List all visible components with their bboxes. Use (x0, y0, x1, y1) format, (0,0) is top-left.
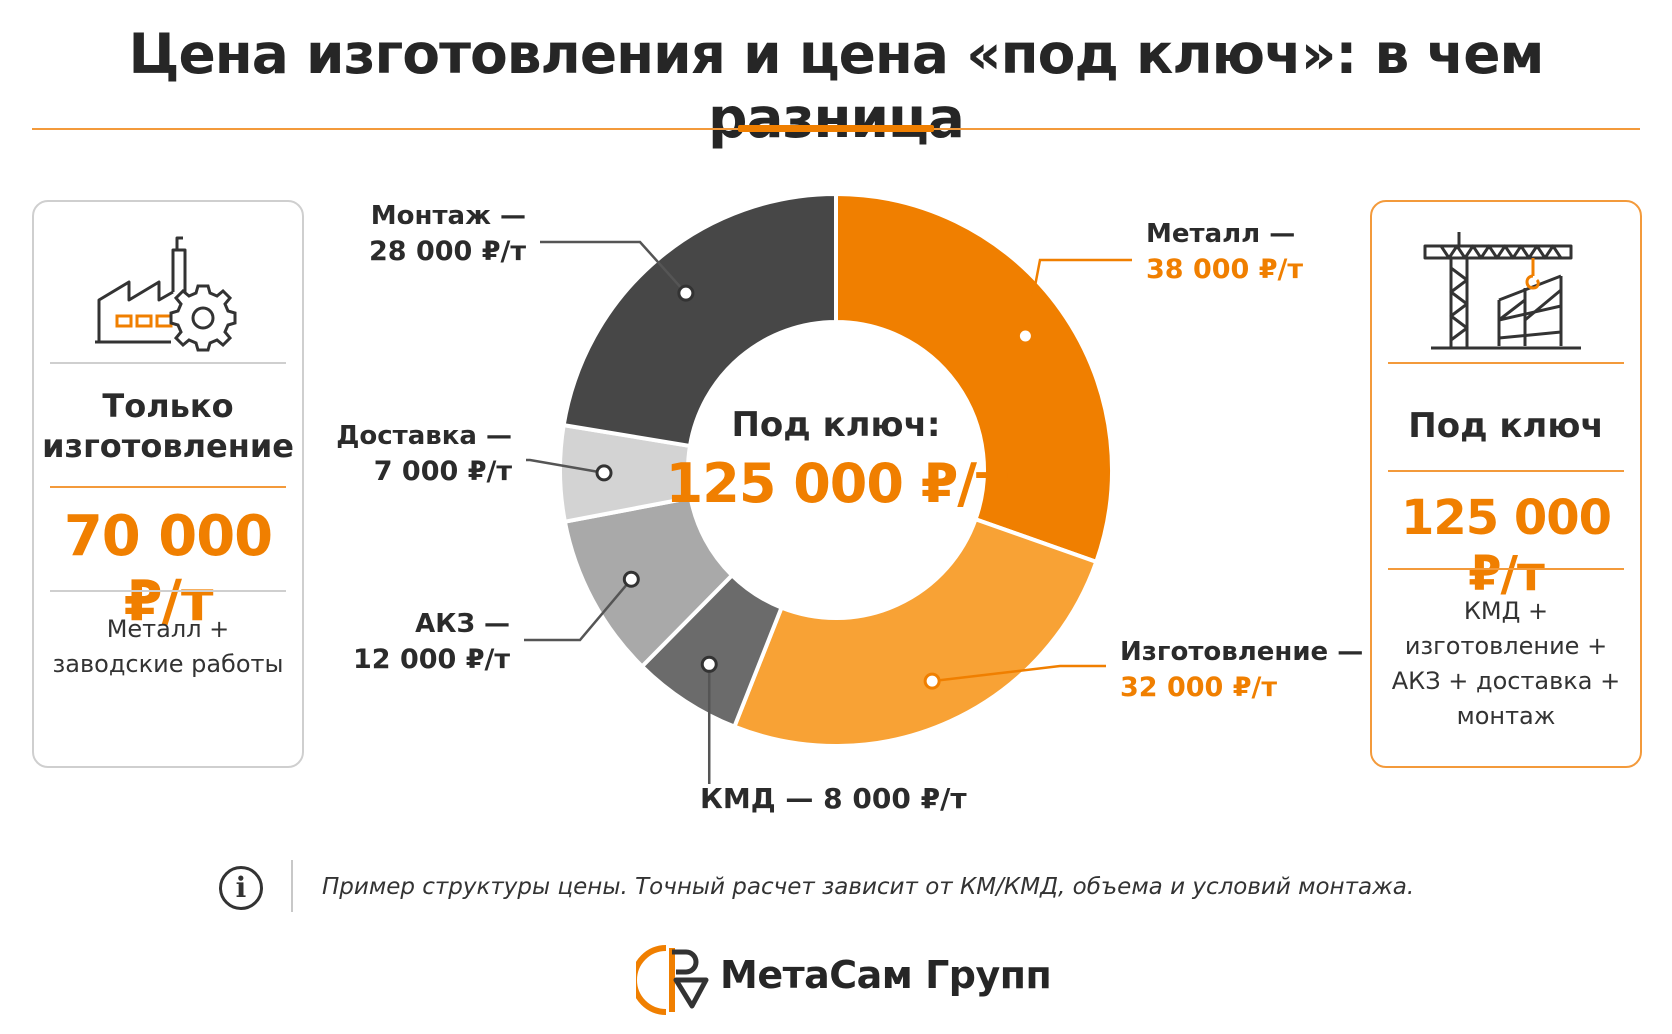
slice-value-label: 32 000 ₽/т (1120, 672, 1277, 703)
card-heading: Под ключ (1408, 406, 1604, 446)
footnote: Пример структуры цены. Точный расчет зав… (322, 874, 1415, 900)
card-note-line: изготовление + (1404, 632, 1608, 660)
card-divider (50, 590, 286, 592)
card-price: 70 000 ₽/т (63, 504, 273, 634)
leader-line (931, 664, 1106, 683)
slice-value-label: 28 000 ₽/т (369, 236, 526, 267)
leader-dot (622, 570, 640, 588)
footnote-separator (291, 860, 293, 912)
leader-dot (595, 464, 613, 482)
title-divider-accent (738, 125, 934, 132)
card-note-line: КМД + (1463, 597, 1549, 625)
slice-value-label: 12 000 ₽/т (353, 644, 510, 675)
card-turnkey: Под ключ 125 000 ₽/т КМД + изготовление … (1370, 200, 1642, 768)
tower-crane-icon (1372, 228, 1640, 362)
slice-name-label: Монтаж — (371, 201, 526, 231)
slice-label: КМД — 8 000 ₽/т (700, 782, 967, 815)
brand-name: МетаСам Групп (720, 953, 1052, 997)
leader-line (526, 458, 605, 475)
factory-gear-icon (34, 230, 302, 364)
slice-value-label: 38 000 ₽/т (1146, 254, 1303, 285)
leader-line (1024, 258, 1132, 337)
leader-dot (700, 655, 718, 673)
leader-line (540, 240, 687, 294)
leader-dot (923, 672, 941, 690)
card-divider (1388, 362, 1624, 364)
card-heading-line: Только (102, 387, 234, 425)
card-divider (50, 362, 286, 364)
card-note-line: заводские работы (52, 650, 284, 678)
leader-dot (677, 284, 695, 302)
card-note: КМД + изготовление + АКЗ + доставка + мо… (1372, 594, 1640, 734)
slice-name-label: Доставка — (336, 421, 512, 451)
card-note: Металл + заводские работы (34, 612, 302, 682)
leader-line (524, 578, 633, 642)
donut-chart: Металл — 38 000 ₽/т Изготовление — 32 000 ₽… (336, 191, 1364, 815)
leader-dot (1016, 327, 1034, 345)
page-title: Цена изготовления и цена «под ключ»: в ч… (128, 22, 1544, 150)
card-note-line: Металл + (106, 615, 230, 643)
card-price: 125 000 ₽/т (1400, 490, 1612, 602)
slice-name-label: Изготовление — (1120, 637, 1363, 667)
center-label: Под ключ: (731, 405, 940, 445)
center-value: 125 000 ₽/т (666, 452, 1008, 515)
slice-name-label: АКЗ — (415, 609, 510, 639)
card-manufacturing-only: Только изготовление 70 000 ₽/т Металл + … (32, 200, 304, 768)
donut-slice (731, 516, 1099, 748)
card-heading-line: изготовление (42, 427, 294, 465)
info-icon: i (219, 866, 263, 910)
donut-hole (690, 324, 982, 616)
metasam-logo-icon (631, 942, 712, 1022)
card-note-line: монтаж (1456, 702, 1556, 730)
donut-slice (834, 191, 1115, 565)
slice-value-label: 7 000 ₽/т (374, 456, 513, 487)
card-divider (1388, 470, 1624, 472)
card-divider (1388, 568, 1624, 570)
card-divider (50, 486, 286, 488)
card-note-line: АКЗ + доставка + (1391, 667, 1621, 695)
donut-slice (561, 191, 838, 449)
card-heading: Только изготовление (34, 386, 302, 466)
slice-name-label: Металл — (1146, 219, 1295, 249)
